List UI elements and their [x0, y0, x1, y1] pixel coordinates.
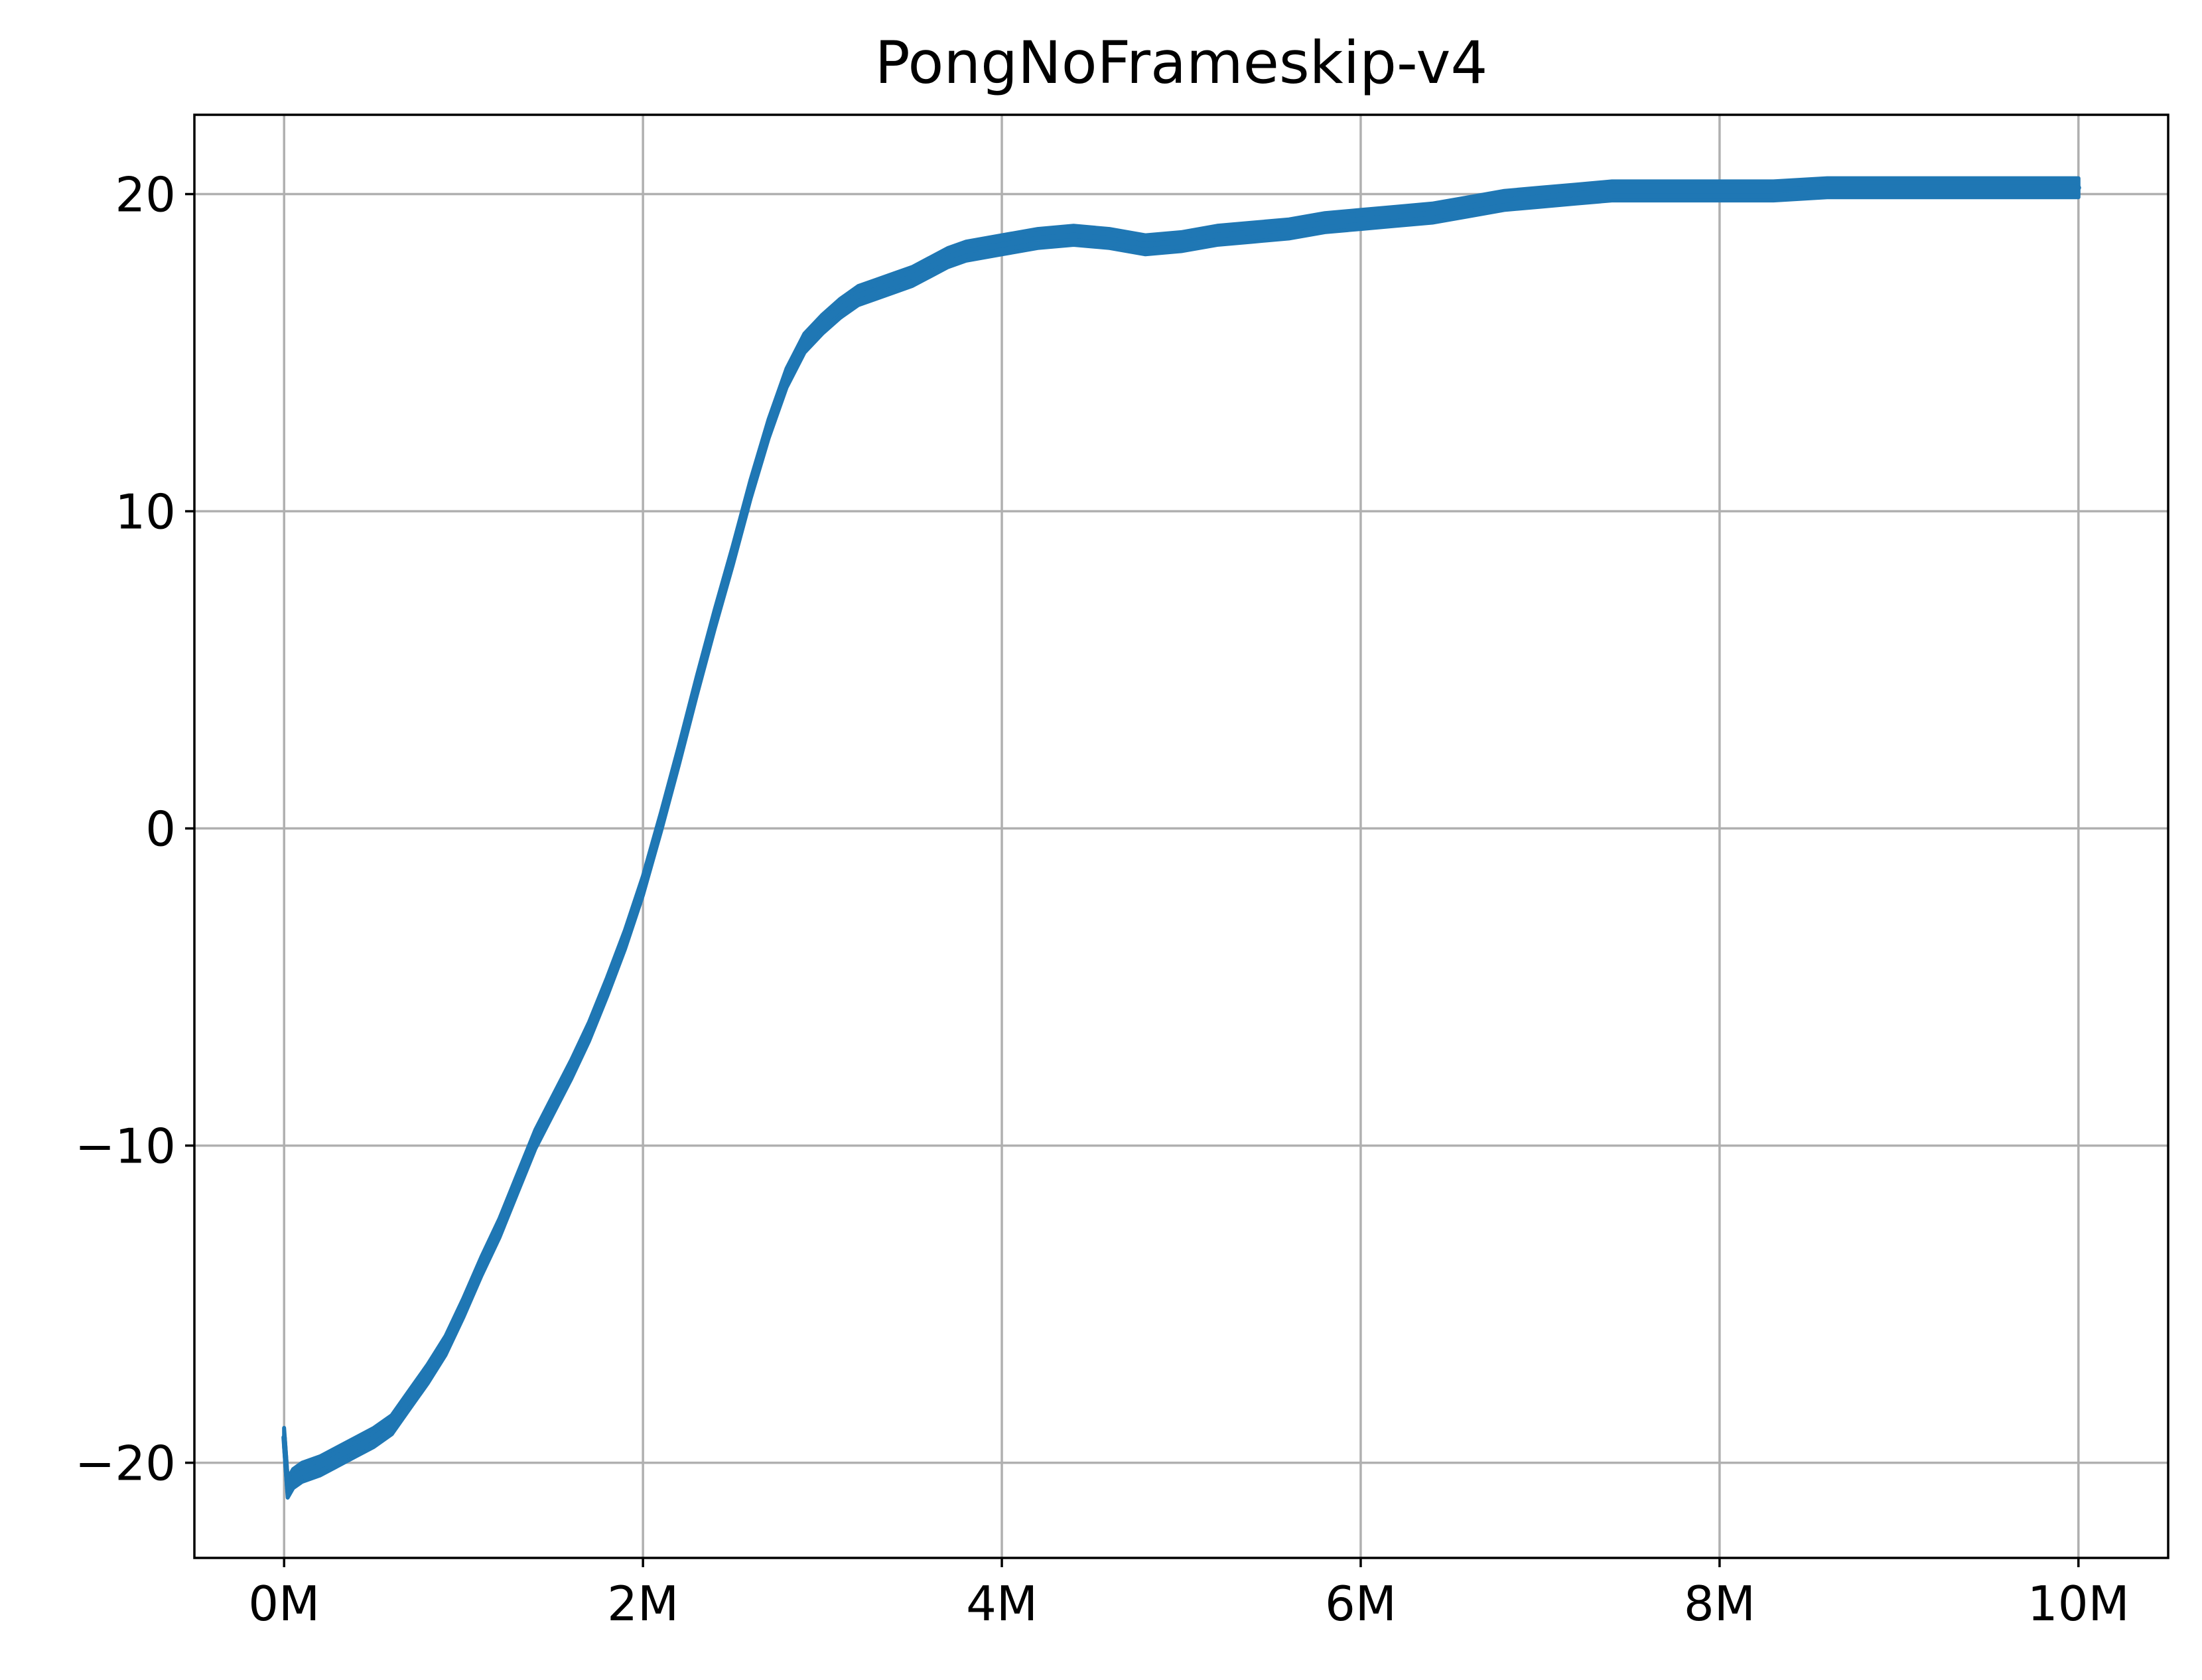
chart-title: PongNoFrameskip-v4 — [875, 29, 1488, 97]
y-tick-label: 20 — [115, 167, 176, 223]
series-line — [281, 184, 2081, 1491]
x-tick-label: 4M — [966, 1576, 1038, 1632]
axis-ticks: 0M 2M 4M 6M 8M 10M −20 −10 0 10 20 — [75, 167, 2130, 1632]
x-tick-label: 8M — [1684, 1576, 1755, 1632]
grid — [194, 115, 2168, 1558]
y-tick-label: −10 — [75, 1119, 176, 1174]
x-tick-label: 0M — [248, 1576, 320, 1632]
y-tick-label: 10 — [115, 484, 176, 540]
y-tick-label: −20 — [75, 1436, 176, 1492]
x-tick-label: 10M — [2028, 1576, 2130, 1632]
x-tick-label: 2M — [607, 1576, 679, 1632]
series-layer — [281, 176, 2081, 1500]
x-tick-label: 6M — [1325, 1576, 1397, 1632]
plot-frame — [193, 113, 2169, 1559]
y-tick-label: 0 — [145, 802, 176, 857]
